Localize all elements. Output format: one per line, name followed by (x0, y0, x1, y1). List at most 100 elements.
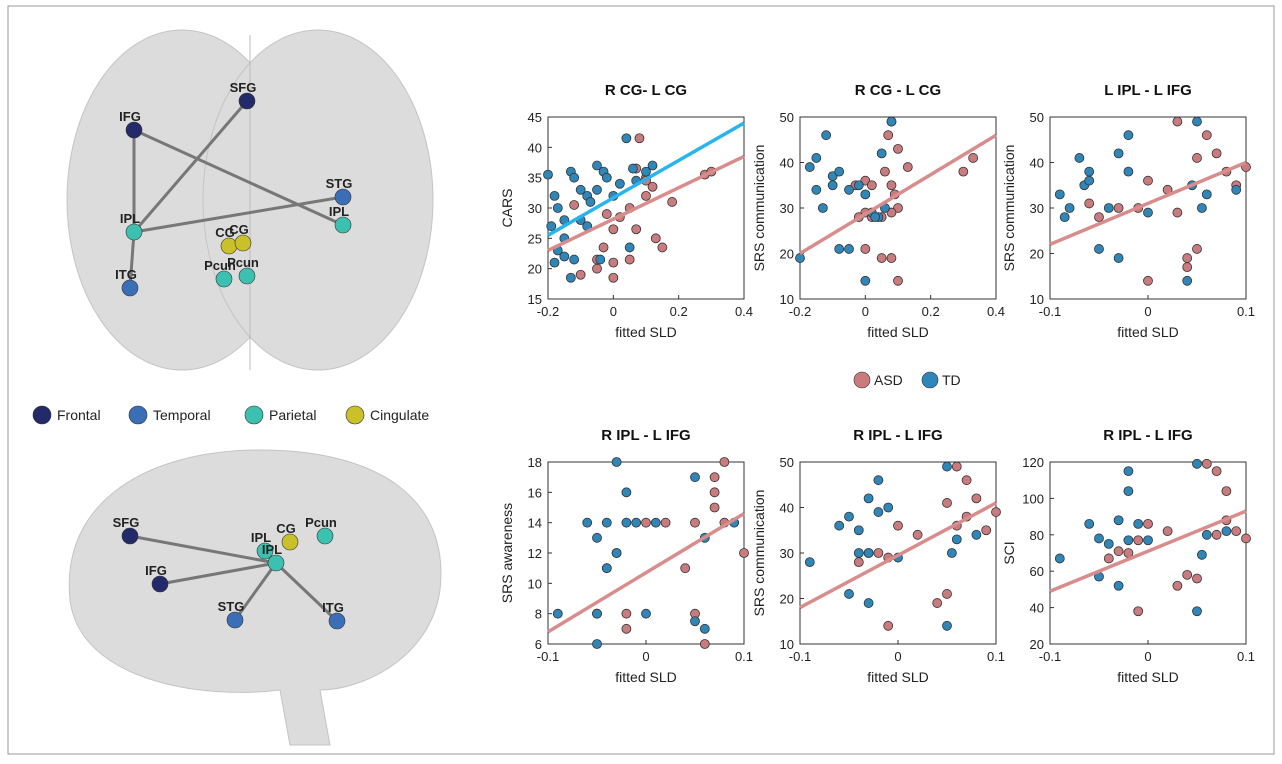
x-axis-label: fitted SLD (1117, 669, 1178, 685)
point (681, 564, 690, 573)
y-tick-label: 45 (528, 110, 542, 125)
point (635, 134, 644, 143)
point (894, 144, 903, 153)
legend-swatch (245, 406, 263, 424)
y-tick-label: 80 (1030, 528, 1044, 543)
x-tick-label: 0.4 (987, 304, 1005, 319)
y-tick-label: 40 (528, 140, 542, 155)
point (1193, 244, 1202, 253)
chart-title: R IPL - L IFG (601, 427, 690, 444)
brain-node (282, 534, 298, 550)
point (1144, 536, 1153, 545)
point (651, 234, 660, 243)
point (609, 258, 618, 267)
node-label: CG (229, 222, 249, 237)
point (864, 549, 873, 558)
point (894, 276, 903, 285)
point (952, 535, 961, 544)
x-axis-label: fitted SLD (615, 324, 676, 340)
point (628, 164, 637, 173)
point (1144, 276, 1153, 285)
node-label: CG (276, 521, 296, 536)
y-tick-label: 40 (780, 501, 794, 516)
x-tick-label: 0.1 (1237, 304, 1255, 319)
chart-title: L IPL - L IFG (1104, 82, 1192, 99)
point (622, 609, 631, 618)
y-tick-label: 18 (528, 455, 542, 470)
point (845, 244, 854, 253)
point (854, 181, 863, 190)
point (576, 270, 585, 279)
y-axis-label: SRS awareness (499, 503, 515, 603)
point (1212, 530, 1221, 539)
y-axis-label: CARS (499, 189, 515, 228)
y-tick-label: 20 (780, 247, 794, 262)
x-tick-label: 0.2 (670, 304, 688, 319)
point (1085, 167, 1094, 176)
brain-node (221, 238, 237, 254)
y-tick-label: 100 (1022, 491, 1044, 506)
point (602, 173, 611, 182)
point (596, 255, 605, 264)
point (566, 273, 575, 282)
point (887, 117, 896, 126)
x-tick-label: 0 (862, 304, 869, 319)
point (1104, 204, 1113, 213)
point (1197, 550, 1206, 559)
point (622, 518, 631, 527)
point (943, 589, 952, 598)
point (593, 264, 602, 273)
point (1095, 213, 1104, 222)
point (553, 204, 562, 213)
y-tick-label: 120 (1022, 455, 1044, 470)
x-tick-label: 0.1 (735, 649, 753, 664)
point (1114, 149, 1123, 158)
point (877, 254, 886, 263)
point (835, 167, 844, 176)
point (943, 621, 952, 630)
point (835, 244, 844, 253)
chart-title: R CG - L CG (855, 82, 941, 99)
x-tick-label: 0.2 (922, 304, 940, 319)
point (861, 276, 870, 285)
y-tick-label: 50 (780, 455, 794, 470)
node-label: SFG (230, 80, 257, 95)
point (648, 161, 657, 170)
point (593, 185, 602, 194)
point (1183, 276, 1192, 285)
point (661, 518, 670, 527)
point (1202, 459, 1211, 468)
point (668, 197, 677, 206)
point (1193, 607, 1202, 616)
point (1085, 519, 1094, 528)
point (1085, 176, 1094, 185)
brain-node (329, 613, 345, 629)
point (1124, 131, 1133, 140)
point (550, 258, 559, 267)
node-label: ITG (115, 267, 137, 282)
x-tick-label: 0 (610, 304, 617, 319)
point (1202, 530, 1211, 539)
point (1095, 244, 1104, 253)
point (1065, 204, 1074, 213)
point (871, 213, 880, 222)
point (887, 254, 896, 263)
point (1232, 185, 1241, 194)
x-tick-label: 0.1 (1237, 649, 1255, 664)
point (854, 558, 863, 567)
point (887, 181, 896, 190)
y-tick-label: 16 (528, 485, 542, 500)
point (972, 494, 981, 503)
legend-label: Temporal (153, 407, 211, 423)
brain-node (317, 528, 333, 544)
point (1104, 539, 1113, 548)
point (609, 225, 618, 234)
legend-label: ASD (874, 372, 903, 388)
point (586, 197, 595, 206)
point (560, 252, 569, 261)
point (1173, 208, 1182, 217)
y-tick-label: 10 (528, 576, 542, 591)
point (570, 200, 579, 209)
point (632, 225, 641, 234)
y-axis-label: SRS communication (1001, 145, 1017, 272)
